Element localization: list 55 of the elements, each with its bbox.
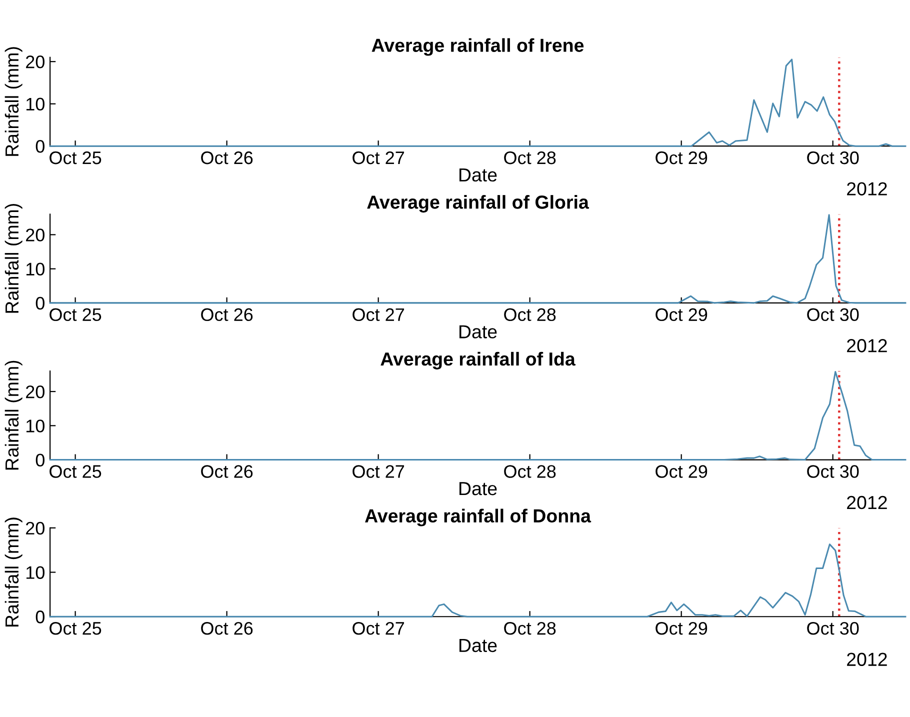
y-tick-label: 0 [36,140,44,153]
x-tick-label: Oct 26 [201,308,253,322]
x-axis-title: Date [459,168,497,182]
x-tick-label: Oct 27 [352,308,404,322]
chart-title: Average rainfall of Donna [365,508,592,526]
x-axis-title: Date [459,482,497,496]
x-tick-label: Oct 29 [656,151,708,164]
y-tick-label: 0 [36,454,44,466]
line-series [49,370,906,461]
x-tick-label: Oct 29 [656,622,708,635]
y-tick-label: 0 [36,296,44,310]
x-tick-label: Oct 27 [352,151,404,164]
x-tick-label: Oct 29 [656,465,708,478]
text: 2012 [847,182,887,196]
x-tick-label: Oct 27 [352,622,404,635]
x-tick-label: Oct 25 [50,465,102,478]
y-tick-label: 10 [26,566,44,579]
y-tick-label: 20 [26,385,44,398]
x-tick-label: Oct 29 [656,308,708,322]
x-axis-title: Date [459,325,497,338]
x-axis-title: Date [459,639,497,652]
text: 2012 [847,339,887,352]
y-axis-title: Rainfall (mm) [4,204,22,313]
x-tick-label: Oct 26 [201,465,253,478]
text: 2012 [847,652,887,666]
x-tick-label: Oct 30 [807,465,859,478]
y-tick-label: 10 [26,420,44,432]
y-tick-label: 20 [26,522,44,535]
chart-title: Average rainfall of Ida [380,352,576,370]
x-tick-label: Oct 28 [504,622,556,635]
x-tick-label: Oct 27 [352,465,404,478]
x-tick-label: Oct 30 [807,308,859,322]
x-tick-label: Oct 25 [50,151,102,164]
y-axis-title: Rainfall (mm) [4,518,22,626]
chart-title: Average rainfall of Gloria [367,195,590,213]
x-tick-label: Oct 30 [807,622,859,635]
x-tick-label: Oct 26 [201,622,253,635]
x-tick-label: Oct 28 [504,308,556,322]
y-tick-label: 20 [26,56,44,68]
x-tick-label: Oct 25 [50,622,102,635]
line-series [49,214,906,304]
chart-title: Average rainfall of Irene [372,38,584,56]
x-tick-label: Oct 26 [201,151,253,164]
y-tick-label: 10 [26,98,44,111]
x-tick-label: Oct 25 [50,308,102,322]
x-tick-label: Oct 30 [807,151,859,164]
x-tick-label: Oct 28 [504,151,556,164]
line-series [49,58,906,147]
text: 2012 [847,496,887,510]
x-tick-label: Oct 28 [504,465,556,478]
y-axis-title: Rainfall (mm) [4,360,22,470]
y-tick-label: 10 [26,262,44,276]
y-tick-label: 0 [36,610,44,624]
y-tick-label: 20 [26,228,44,242]
y-axis-title: Rainfall (mm) [4,47,22,156]
